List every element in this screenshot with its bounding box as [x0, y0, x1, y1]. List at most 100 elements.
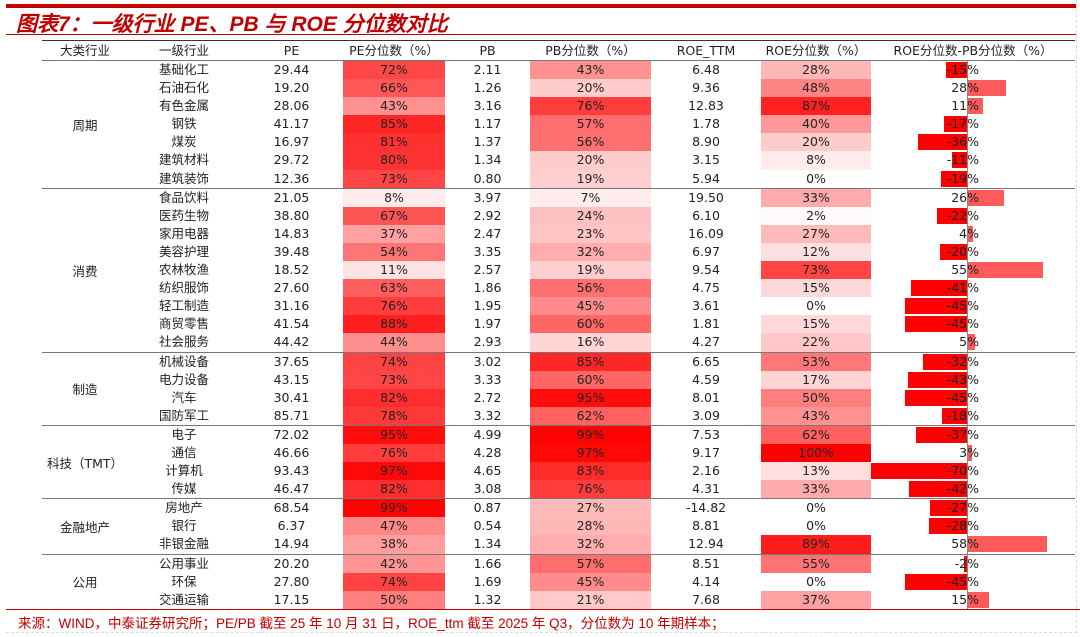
- diff-bar-cell: -32%: [871, 352, 1075, 371]
- diff-label: 15%: [951, 591, 979, 607]
- pe-value: 16.97: [273, 134, 310, 150]
- pb-percentile: 45%: [530, 572, 651, 591]
- diff-label: -22%: [946, 207, 979, 223]
- pb-value: 4.99: [473, 426, 502, 442]
- table-body: 周期 基础化工 29.44 72% 2.11 43% 6.48 28% -15% 石油石化 19.2…: [42, 61, 1075, 610]
- diff-label: -11%: [946, 152, 979, 168]
- pe-percentile: 11%: [343, 261, 445, 280]
- roe-value: 8.01: [692, 389, 720, 405]
- pb-percentile: 27%: [530, 499, 651, 518]
- roe-percentile: 48%: [761, 79, 871, 98]
- pe-value: 85.71: [273, 407, 310, 423]
- pe-value: 43.15: [273, 371, 310, 387]
- diff-bar-cell: -41%: [871, 279, 1075, 298]
- roe-percentile: 8%: [761, 151, 871, 170]
- pe-value: 46.47: [273, 481, 310, 497]
- pb-value: 1.66: [473, 555, 502, 571]
- pe-value: 30.41: [273, 389, 310, 405]
- roe-value: 1.78: [692, 116, 720, 132]
- pb-percentile: 21%: [530, 590, 651, 609]
- pe-value: 38.80: [273, 207, 310, 223]
- roe-value: 6.97: [692, 243, 720, 259]
- diff-label: -36%: [946, 134, 979, 150]
- industry-name: 农林牧渔: [158, 262, 209, 278]
- table-row: 建筑材料 29.72 80% 1.34 20% 3.15 8% -11%: [128, 151, 1075, 170]
- pe-value: 39.48: [273, 243, 310, 259]
- zero-axis: [967, 388, 968, 407]
- roe-value: 4.31: [692, 481, 720, 497]
- zero-axis: [967, 370, 968, 389]
- pe-percentile: 66%: [343, 79, 445, 98]
- pe-percentile: 74%: [343, 572, 445, 591]
- pb-percentile: 60%: [530, 315, 651, 334]
- diff-label: -43%: [946, 371, 979, 387]
- pb-value: 1.69: [473, 573, 502, 589]
- diff-bar-cell: -11%: [871, 151, 1075, 170]
- table-row: 煤炭 16.97 81% 1.37 56% 8.90 20% -36%: [128, 133, 1075, 152]
- diff-bar: [968, 334, 975, 351]
- roe-percentile: 17%: [761, 370, 871, 389]
- pe-value: 27.60: [273, 280, 310, 296]
- header-pb: PB: [479, 43, 496, 58]
- pb-value: 4.28: [473, 444, 502, 460]
- pb-percentile: 56%: [530, 279, 651, 298]
- diff-bar: [968, 536, 1048, 553]
- diff-bar-cell: -36%: [871, 133, 1075, 152]
- pb-percentile: 45%: [530, 297, 651, 316]
- diff-bar: [923, 353, 967, 370]
- diff-bar: [916, 426, 967, 443]
- pe-percentile: 73%: [343, 370, 445, 389]
- industry-name: 社会服务: [158, 334, 209, 350]
- zero-axis: [967, 206, 968, 225]
- pe-percentile: 43%: [343, 97, 445, 116]
- roe-percentile: 50%: [761, 388, 871, 407]
- diff-bar: [968, 80, 1007, 97]
- table-row: 有色金属 28.06 43% 3.16 76% 12.83 87% 11%: [128, 97, 1075, 116]
- title-divider: [6, 34, 1076, 35]
- roe-value: 19.50: [688, 189, 724, 205]
- pe-percentile: 44%: [343, 333, 445, 352]
- pb-percentile: 76%: [530, 97, 651, 116]
- pb-percentile: 99%: [530, 425, 651, 444]
- sector-group: 金融地产 房地产 68.54 99% 0.87 27% -14.82 0% -27% 银行 6.37…: [42, 499, 1075, 555]
- table-row: 食品饮料 21.05 8% 3.97 7% 19.50 33% 26%: [128, 188, 1075, 207]
- pe-value: 29.72: [273, 152, 310, 168]
- diff-bar-cell: -70%: [871, 462, 1075, 481]
- zero-axis: [967, 517, 968, 536]
- roe-percentile: 87%: [761, 97, 871, 116]
- zero-axis: [967, 188, 968, 207]
- roe-percentile: 22%: [761, 333, 871, 352]
- industry-name: 煤炭: [171, 134, 197, 150]
- pb-value: 0.80: [473, 170, 502, 186]
- diff-bar-cell: -18%: [871, 406, 1075, 425]
- header-sector: 大类行业: [59, 43, 110, 58]
- pe-percentile: 81%: [343, 133, 445, 152]
- roe-percentile: 55%: [761, 554, 871, 573]
- table-row: 非银金融 14.94 38% 1.34 32% 12.94 89% 58%: [128, 535, 1075, 554]
- diff-label: 4%: [959, 225, 979, 241]
- pe-percentile: 63%: [343, 279, 445, 298]
- pe-value: 20.20: [273, 555, 310, 571]
- pb-percentile: 56%: [530, 133, 651, 152]
- diff-bar-cell: -22%: [871, 206, 1075, 225]
- diff-label: 55%: [951, 262, 979, 278]
- diff-bar-cell: 15%: [871, 590, 1075, 609]
- zero-axis: [967, 224, 968, 243]
- table-row: 通信 46.66 76% 4.28 97% 9.17 100% 3%: [128, 443, 1075, 463]
- industry-name: 非银金融: [158, 536, 209, 552]
- diff-label: -32%: [946, 353, 979, 369]
- pb-percentile: 19%: [530, 169, 651, 188]
- roe-value: 7.53: [692, 426, 720, 442]
- roe-value: 6.10: [692, 207, 720, 223]
- table-row: 环保 27.80 74% 1.69 45% 4.14 0% -45%: [128, 572, 1075, 591]
- zero-axis: [967, 61, 968, 80]
- roe-value: 3.61: [692, 298, 720, 314]
- header-industry: 一级行业: [158, 43, 209, 58]
- diff-label: -15%: [946, 62, 979, 77]
- industry-name: 环保: [171, 573, 197, 589]
- roe-percentile: 33%: [761, 480, 871, 499]
- pe-value: 14.83: [273, 225, 310, 241]
- pb-percentile: 57%: [530, 115, 651, 134]
- table-row: 农林牧渔 18.52 11% 2.57 19% 9.54 73% 55%: [128, 261, 1075, 280]
- roe-percentile: 0%: [806, 518, 826, 534]
